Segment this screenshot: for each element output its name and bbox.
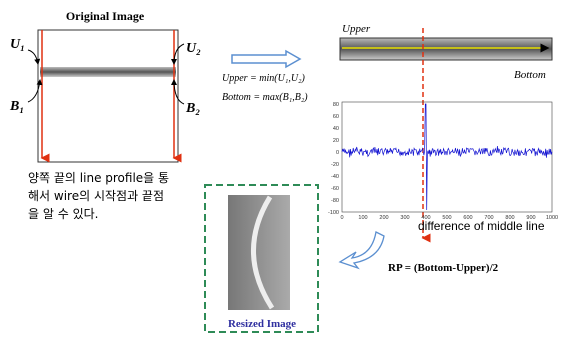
x-tick-label: 200 [379, 215, 388, 221]
x-tick-label: 300 [400, 215, 409, 221]
original-title: Original Image [66, 9, 145, 23]
profile-image [340, 38, 552, 60]
y-tick-label: 60 [333, 114, 339, 120]
y-tick-label: -100 [328, 210, 339, 216]
plot-frame [342, 102, 552, 212]
wire [40, 67, 176, 77]
y-tick-label: -40 [331, 174, 339, 180]
label: U₁ [10, 37, 25, 52]
resized-image [228, 195, 290, 310]
arrow [28, 50, 38, 64]
label: B₁ [9, 99, 24, 114]
label: Bottom [514, 69, 546, 81]
diagram: Original Image U₁ U₂ B₁ B₂ Upper = min(U… [0, 0, 564, 341]
label: U₂ [186, 41, 201, 56]
note-line: 을 알 수 있다. [28, 207, 98, 221]
label: B₂ [185, 101, 200, 116]
x-tick-label: 0 [340, 215, 343, 221]
y-tick-label: 80 [333, 102, 339, 108]
flow-arrow [232, 51, 300, 67]
signal [342, 104, 552, 210]
page: {"original": {"title": "Original Image",… [0, 0, 564, 341]
y-tick-label: 20 [333, 138, 339, 144]
plot-caption: difference of middle line [418, 219, 545, 233]
note-line: 해서 wire의 시작점과 끝점 [28, 189, 164, 203]
y-tick-label: 0 [336, 150, 339, 156]
resized-title: Resized Image [228, 318, 296, 330]
formula-rp: RP = (Bottom-Upper)/2 [388, 262, 499, 274]
x-tick-label: 100 [358, 215, 367, 221]
formula: Bottom = max(B₁,B₂) [222, 92, 308, 103]
x-tick-label: 1000 [546, 215, 558, 221]
y-tick-label: -60 [331, 186, 339, 192]
formula: Upper = min(U₁,U₂) [222, 73, 306, 84]
y-tick-label: -80 [331, 198, 339, 204]
y-tick-label: -20 [331, 162, 339, 168]
label: Upper [342, 23, 371, 35]
flow-arrow [340, 232, 384, 268]
original-frame [38, 30, 178, 162]
y-tick-label: 40 [333, 126, 339, 132]
note-line: 양쪽 끝의 line profile을 통 [28, 171, 169, 185]
